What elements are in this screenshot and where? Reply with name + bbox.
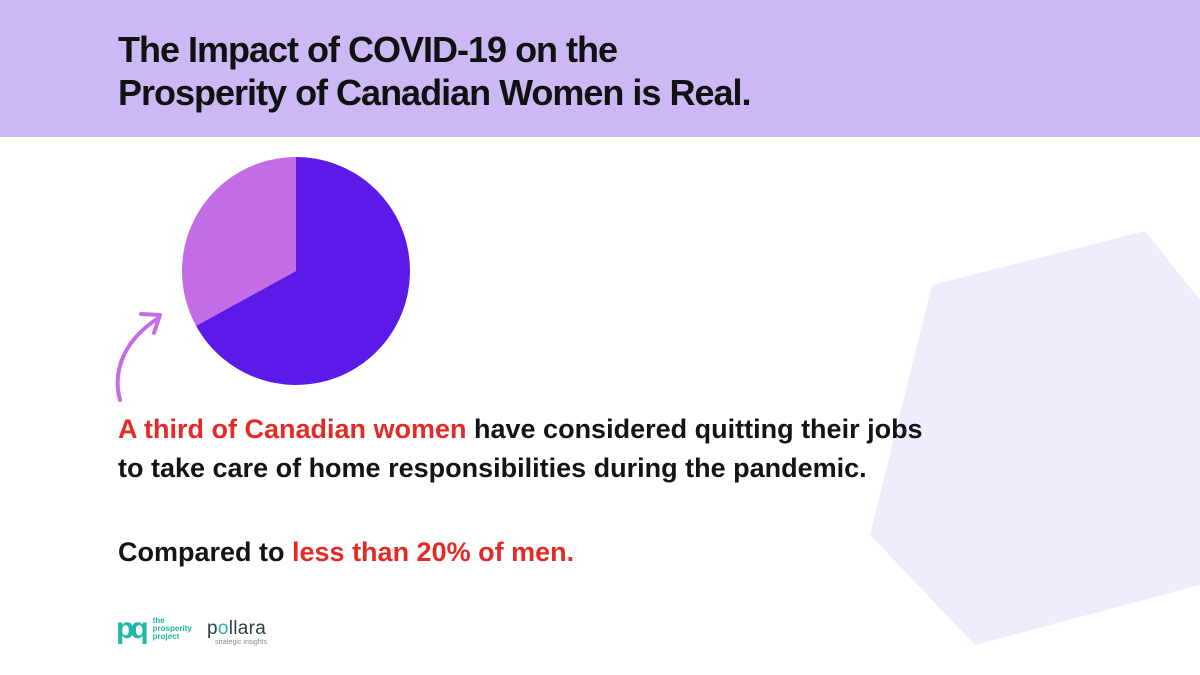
title-line-1: The Impact of COVID-19 on the xyxy=(118,29,618,70)
prosperity-word-3: project xyxy=(152,632,180,641)
pie-slice-1 xyxy=(196,157,411,385)
header-banner: The Impact of COVID-19 on the Prosperity… xyxy=(0,0,1200,137)
statement-highlight: A third of Canadian women xyxy=(118,414,467,444)
title-line-2: Prosperity of Canadian Women is Real. xyxy=(118,72,751,113)
comparison-text: Compared to less than 20% of men. xyxy=(118,533,574,572)
statement-line-2: to take care of home responsibilities du… xyxy=(118,453,867,483)
pollara-dot: o xyxy=(217,618,229,639)
curved-arrow xyxy=(115,317,159,402)
prosperity-project-logo: pq the prosperity project xyxy=(116,614,192,644)
pollara-logo: pollara strategic insights xyxy=(207,619,267,647)
statement-text: A third of Canadian women have considere… xyxy=(118,410,923,488)
comparison-highlight: less than 20% of men. xyxy=(292,537,575,567)
prosperity-wordmark: the prosperity project xyxy=(153,617,192,641)
pollara-tagline: strategic insights xyxy=(215,639,268,646)
prosperity-mark: pq xyxy=(116,612,149,645)
statement-rest-line-1: have considered quitting their jobs xyxy=(466,414,923,444)
pollara-part-2: llara xyxy=(228,618,267,639)
arrow-head xyxy=(139,312,162,335)
pie-slice-2 xyxy=(181,157,296,326)
prosperity-word-2: prosperity xyxy=(152,624,192,633)
prosperity-word-1: the xyxy=(152,616,165,625)
pollara-part-1: p xyxy=(207,618,218,639)
pollara-wordmark: pollara xyxy=(207,619,267,639)
comparison-prefix: Compared to xyxy=(118,537,293,567)
page-title: The Impact of COVID-19 on the Prosperity… xyxy=(118,28,751,114)
